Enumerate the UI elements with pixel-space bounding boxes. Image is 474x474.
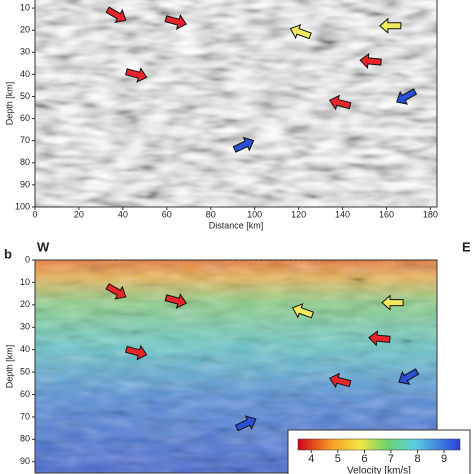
y-axis-label: Depth [km] xyxy=(4,82,14,126)
y-tick-label: 0 xyxy=(25,254,30,264)
x-tick-label: 140 xyxy=(335,209,350,219)
arrow xyxy=(381,294,404,311)
x-tick-label: 0 xyxy=(32,209,37,219)
arrow xyxy=(164,14,187,30)
arrow xyxy=(359,52,382,69)
frame xyxy=(34,259,438,474)
arrow xyxy=(379,17,402,34)
colorbar-tick-label: 6 xyxy=(361,453,367,465)
y-tick-label: 50 xyxy=(20,91,30,101)
x-tick-label: 40 xyxy=(118,209,128,219)
side-label: W xyxy=(37,239,50,254)
colorbar-tick-label: 9 xyxy=(441,453,447,465)
y-tick-label: 30 xyxy=(20,47,30,57)
arrow xyxy=(291,303,315,319)
y-tick-label: 40 xyxy=(20,69,30,79)
y-tick-label: 60 xyxy=(20,389,30,399)
panel-label: b xyxy=(4,246,12,261)
y-tick-label: 100 xyxy=(15,201,30,211)
colorbar-tick-label: 7 xyxy=(388,453,394,465)
arrow xyxy=(164,293,187,309)
colorbar-tick-label: 4 xyxy=(308,453,314,465)
colorbar-tick-label: 8 xyxy=(414,453,420,465)
arrow xyxy=(125,67,148,83)
side-label: E xyxy=(462,239,471,254)
arrow xyxy=(105,6,127,23)
seismic-image xyxy=(35,0,437,207)
y-tick-label: 30 xyxy=(20,322,30,332)
y-tick-label: 20 xyxy=(20,299,30,309)
arrow xyxy=(105,283,127,300)
arrow xyxy=(328,372,352,389)
arrow xyxy=(289,23,312,40)
x-tick-label: 180 xyxy=(423,209,438,219)
x-tick-label: 160 xyxy=(379,209,394,219)
y-tick-label: 20 xyxy=(20,25,30,35)
colorbar xyxy=(297,438,461,451)
y-tick-label: 50 xyxy=(20,366,30,376)
colorbar-tick-label: 5 xyxy=(335,453,341,465)
arrow xyxy=(234,415,257,432)
y-tick-label: 80 xyxy=(20,157,30,167)
arrow xyxy=(232,136,255,153)
y-tick-label: 10 xyxy=(20,277,30,287)
arrow xyxy=(398,368,420,385)
x-tick-label: 100 xyxy=(247,209,262,219)
y-tick-label: 60 xyxy=(20,113,30,123)
y-tick-label: 80 xyxy=(20,434,30,444)
y-tick-label: 70 xyxy=(20,135,30,145)
arrow xyxy=(396,88,418,105)
x-tick-label: 80 xyxy=(206,209,216,219)
y-axis-label: Depth [km] xyxy=(4,345,14,389)
arrow xyxy=(328,94,352,111)
colorbar-box xyxy=(287,429,471,474)
arrow xyxy=(125,344,148,361)
y-tick-label: 90 xyxy=(20,179,30,189)
x-tick-label: 20 xyxy=(74,209,84,219)
x-tick-label: 60 xyxy=(162,209,172,219)
y-tick-label: 40 xyxy=(20,344,30,354)
y-tick-label: 10 xyxy=(20,2,30,12)
y-tick-label: 70 xyxy=(20,411,30,421)
x-tick-label: 120 xyxy=(291,209,306,219)
arrow xyxy=(368,330,391,347)
velocity-image xyxy=(35,260,437,473)
x-axis-label: Distance [km] xyxy=(209,220,264,230)
colorbar-label: Velocity [km/s] xyxy=(347,466,411,474)
y-tick-label: 90 xyxy=(20,456,30,466)
